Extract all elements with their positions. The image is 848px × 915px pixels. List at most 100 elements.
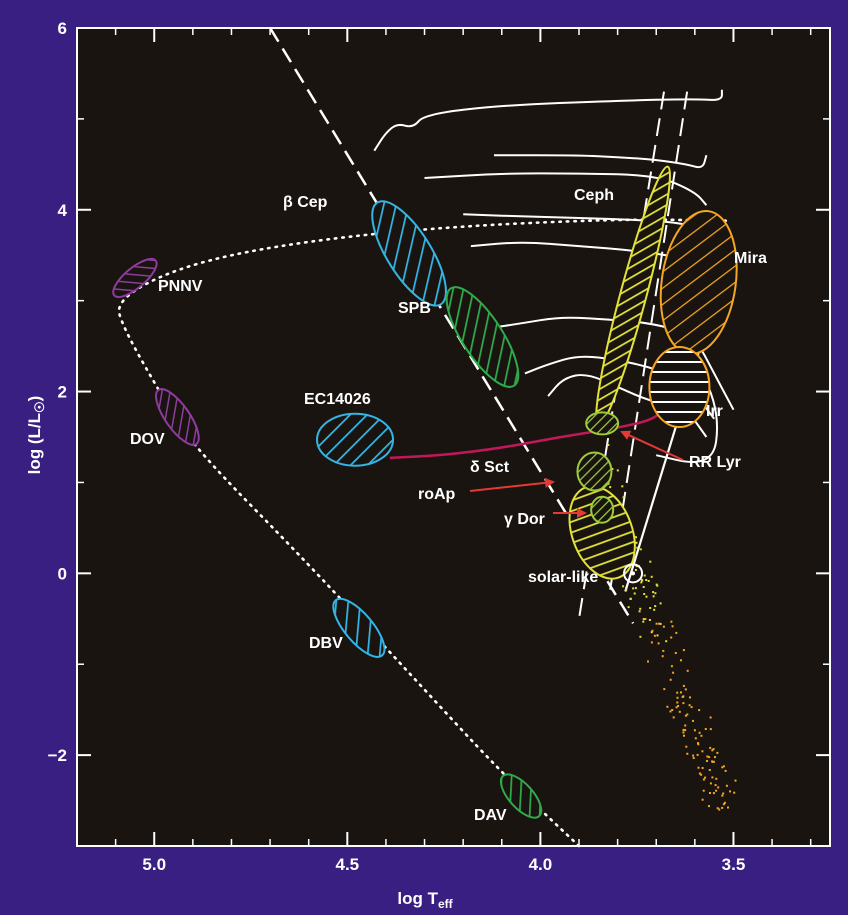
star-point: [711, 776, 714, 779]
star-point: [685, 745, 688, 748]
star-point: [697, 742, 699, 745]
star-point: [721, 794, 724, 797]
star-point: [622, 585, 625, 588]
axes: 5.0 4.5 4.0 3.5 6 4 2 0 −2: [48, 19, 830, 874]
star-point: [629, 597, 632, 600]
region-gamma-dor: [590, 495, 615, 524]
region-delta-sct: [576, 451, 613, 492]
star-point: [670, 665, 673, 668]
ec14026-track: [389, 404, 666, 460]
star-point: [700, 773, 703, 776]
star-point: [607, 444, 610, 446]
star-point: [642, 586, 645, 588]
star-point: [639, 635, 642, 638]
star-point: [716, 751, 719, 754]
region-dbv: [332, 597, 386, 658]
star-point: [627, 606, 630, 609]
star-point: [698, 772, 701, 775]
star-point: [733, 791, 736, 794]
star-point: [665, 640, 668, 643]
y-tick-label: 2: [58, 383, 67, 402]
star-point: [640, 578, 643, 581]
star-point: [692, 719, 694, 722]
star-point: [722, 803, 725, 806]
star-point: [662, 649, 665, 652]
y-axis-title: log (L/L☉): [25, 396, 47, 475]
star-point: [654, 592, 657, 595]
star-point: [656, 584, 659, 587]
star-point: [709, 716, 712, 719]
star-point: [689, 696, 691, 699]
star-point: [709, 792, 711, 794]
sun-symbol: [623, 563, 644, 584]
star-point: [655, 622, 658, 625]
star-point: [714, 756, 716, 759]
region-dov: [155, 388, 200, 446]
star-point: [708, 756, 711, 759]
star-point: [709, 746, 712, 749]
star-point: [708, 805, 710, 808]
star-point: [661, 655, 664, 658]
y-tick-label: 0: [58, 564, 67, 583]
region-dav: [499, 773, 543, 819]
star-point: [680, 691, 682, 694]
region-label-ec14026: EC14026: [304, 391, 371, 408]
star-point: [671, 625, 674, 628]
star-point: [676, 691, 679, 694]
star-point: [663, 688, 666, 691]
star-point: [655, 583, 658, 586]
star-point: [677, 705, 680, 707]
star-point: [676, 696, 679, 699]
star-point: [697, 766, 700, 769]
star-point: [645, 595, 648, 598]
svg-text:log (L/L☉): log (L/L☉): [25, 396, 47, 475]
star-point: [708, 769, 711, 771]
region-label-dbv: DBV: [309, 635, 343, 652]
star-point: [723, 801, 726, 804]
star-point: [632, 587, 635, 590]
star-point: [647, 660, 649, 663]
region-label-roap: roAp: [418, 486, 456, 503]
star-point: [670, 636, 673, 639]
star-point: [639, 607, 642, 610]
star-point: [652, 591, 655, 594]
star-point: [692, 754, 695, 757]
region-spb: [445, 286, 520, 388]
evolutionary-track-3: [424, 172, 708, 206]
star-point: [701, 750, 704, 753]
x-axis-title: log Teff: [397, 889, 453, 911]
region-rr-lyr: [585, 411, 620, 436]
star-point: [672, 671, 675, 674]
star-point: [704, 728, 707, 730]
star-point: [684, 714, 687, 717]
star-point: [696, 753, 699, 756]
star-point: [682, 702, 685, 705]
star-point: [715, 777, 718, 780]
star-point: [635, 541, 638, 544]
star-point: [656, 634, 659, 637]
star-point: [678, 710, 681, 713]
region-irregular: [648, 346, 711, 429]
star-point: [717, 786, 720, 789]
region-label-spb: SPB: [398, 300, 431, 317]
star-point: [611, 468, 614, 470]
star-point: [609, 486, 612, 489]
star-point: [686, 713, 689, 716]
star-point: [693, 729, 696, 732]
star-point: [625, 588, 628, 591]
y-tick-label: 6: [58, 19, 67, 38]
star-point: [669, 678, 672, 681]
star-point: [709, 728, 712, 731]
region-label-ceph: Ceph: [574, 187, 614, 204]
star-point: [690, 706, 693, 709]
star-point: [682, 731, 685, 734]
star-point: [702, 789, 705, 792]
star-point: [692, 757, 695, 759]
star-point: [722, 765, 725, 768]
star-point: [658, 622, 661, 625]
star-point: [721, 806, 724, 809]
star-point: [635, 536, 637, 539]
evolutionary-track-1: [373, 89, 723, 152]
star-point: [684, 729, 687, 732]
star-point: [722, 792, 725, 795]
